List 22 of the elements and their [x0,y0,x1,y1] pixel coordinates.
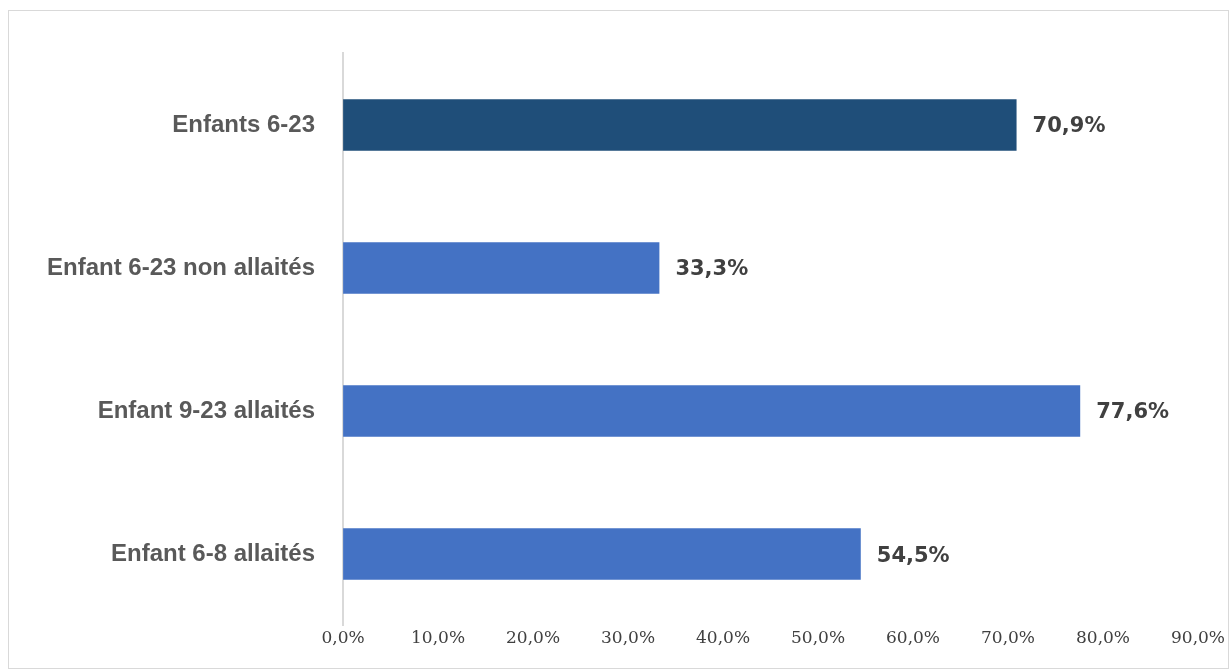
data-label: 70,9% [1032,113,1106,138]
x-tick-label: 30,0% [601,627,656,648]
x-tick-label: 50,0% [791,627,846,648]
x-tick-label: 70,0% [981,627,1036,648]
y-tick-label: Enfant 6-23 non allaités [46,252,316,280]
bar [343,99,1017,151]
y-tick-label: Enfant 9-23 allaités [97,395,316,423]
x-tick-label: 40,0% [696,627,751,648]
y-tick-label: Enfants 6-23 [172,109,316,137]
data-label: 77,6% [1096,399,1170,424]
data-label: 33,3% [675,256,749,281]
x-tick-label: 0,0% [321,627,365,648]
x-tick-label: 90,0% [1170,627,1226,648]
bar [343,385,1081,437]
x-tick-label: 10,0% [411,627,466,648]
data-label: 54,5% [876,542,950,567]
bar [343,528,861,580]
x-tick-label: 60,0% [886,627,941,648]
x-tick-label: 20,0% [506,627,561,648]
y-tick-label: Enfant 6-8 allaités [110,538,316,566]
x-tick-label: 80,0% [1076,627,1131,648]
bar [343,242,660,294]
